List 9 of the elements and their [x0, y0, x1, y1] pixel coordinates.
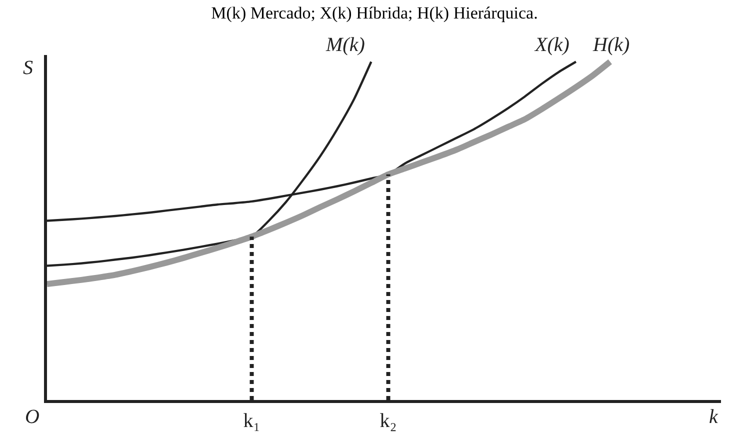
text: O	[25, 406, 40, 428]
chart-title: M(k) Mercado; X(k) Híbrida; H(k) Hierárquica.	[211, 3, 538, 22]
x-tick-label: k₁	[243, 410, 260, 432]
series-label: H(k)	[592, 34, 630, 56]
series-label: X(k)	[534, 34, 570, 56]
x-tick-label: k₂	[380, 410, 397, 432]
series-label: M(k)	[325, 34, 366, 56]
x-axis-title: k	[709, 406, 719, 428]
y-axis-title: S	[23, 57, 33, 79]
